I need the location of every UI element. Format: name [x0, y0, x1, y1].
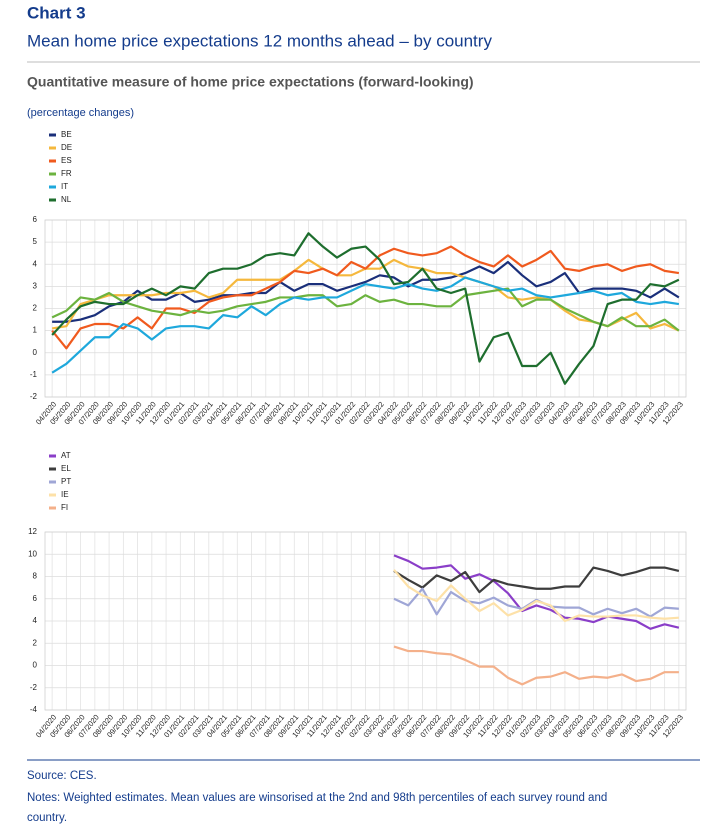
y-tick-label: 2	[33, 304, 38, 313]
legend-label: BE	[61, 130, 72, 139]
chart-title: Mean home price expectations 12 months a…	[27, 31, 492, 50]
y-tick-label: -2	[30, 683, 38, 692]
y-tick-label: -1	[30, 370, 38, 379]
chart-subtitle: Quantitative measure of home price expec…	[27, 74, 474, 90]
y-tick-label: 8	[33, 572, 38, 581]
series-line	[51, 232, 680, 385]
plot-frame	[44, 219, 687, 398]
notes: country.	[27, 812, 67, 824]
y-tick-label: 0	[33, 348, 38, 357]
series-line	[393, 569, 679, 623]
y-tick-label: 5	[33, 237, 38, 246]
series-line	[52, 260, 680, 323]
legend-label: NL	[61, 195, 72, 204]
plot-frame	[44, 531, 687, 711]
y-tick-label: 6	[33, 594, 38, 603]
y-tick-label: 4	[33, 616, 38, 625]
legend-label: PT	[61, 477, 71, 486]
unit-note: (percentage changes)	[27, 107, 134, 119]
y-tick-label: 2	[33, 638, 38, 647]
legend-label: DE	[61, 143, 72, 152]
series-line	[51, 287, 680, 332]
series-line	[393, 587, 679, 618]
series-line	[51, 276, 680, 374]
y-tick-label: 10	[28, 549, 37, 558]
y-tick-label: 4	[33, 259, 38, 268]
legend-label: ES	[61, 156, 72, 165]
legend-label: FR	[61, 169, 72, 178]
series-line	[51, 245, 680, 350]
y-tick-label: 3	[33, 281, 38, 290]
series-line	[393, 554, 680, 630]
legend-label: IT	[61, 182, 68, 191]
y-tick-label: 12	[28, 527, 37, 536]
y-tick-label: 0	[33, 661, 38, 670]
y-tick-label: -4	[30, 705, 38, 714]
y-tick-label: 1	[33, 326, 38, 335]
legend-label: FI	[61, 503, 68, 512]
notes: Notes: Weighted estimates. Mean values a…	[27, 792, 607, 804]
legend-label: AT	[61, 451, 71, 460]
legend-label: EL	[61, 464, 71, 473]
chart-label: Chart 3	[27, 3, 86, 22]
source: Source: CES.	[27, 770, 97, 782]
series-line	[393, 566, 680, 594]
y-tick-label: -2	[30, 392, 38, 401]
y-tick-label: 6	[33, 215, 38, 224]
legend-label: IE	[61, 490, 69, 499]
series-line	[393, 645, 679, 686]
